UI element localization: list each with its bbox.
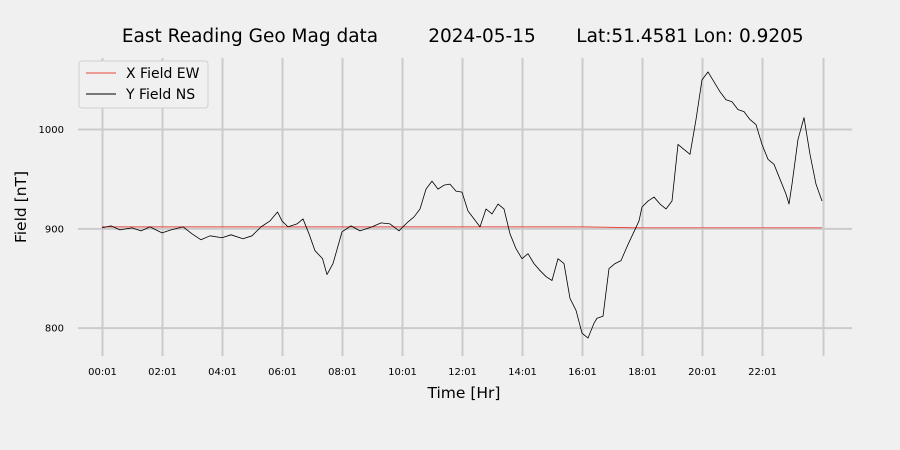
x-field-ew-line <box>102 226 822 229</box>
legend-label-y-field: Y Field NS <box>125 87 195 103</box>
x-tick-label-3: 06:01 <box>268 367 297 378</box>
x-tick-label-2: 04:01 <box>208 367 237 378</box>
x-tick-label-7: 14:01 <box>508 367 537 378</box>
x-tick-label-0: 00:01 <box>88 367 117 378</box>
x-tick-label-9: 18:01 <box>628 367 657 378</box>
y-field-ns-line <box>101 71 823 339</box>
x-axis-label: Time [Hr] <box>427 384 501 402</box>
grid-layer <box>78 58 852 356</box>
x-tick-label-4: 08:01 <box>328 367 357 378</box>
x-tick-label-11: 22:01 <box>748 367 777 378</box>
x-tick-label-6: 12:01 <box>448 367 477 378</box>
tick-label-layer: 00:01 02:01 04:01 06:01 08:01 10:01 12:01 14:01… <box>39 125 777 378</box>
legend: X Field EW Y Field NS <box>78 60 209 109</box>
y-axis-label: Field [nT] <box>12 171 30 243</box>
legend-label-x-field: X Field EW <box>126 66 200 82</box>
y-tick-label-2: 1000 <box>39 125 64 136</box>
x-tick-label-1: 02:01 <box>148 367 177 378</box>
x-tick-label-8: 16:01 <box>568 367 597 378</box>
chart-location: Lat:51.4581 Lon: 0.9205 <box>576 26 803 47</box>
x-tick-label-5: 10:01 <box>388 367 417 378</box>
chart-date: 2024-05-15 <box>428 26 536 47</box>
x-tick-label-10: 20:01 <box>688 367 717 378</box>
series-layer <box>101 71 823 339</box>
y-tick-label-1: 900 <box>45 224 64 235</box>
chart-title: East Reading Geo Mag data <box>122 26 378 47</box>
y-tick-label-0: 800 <box>45 324 64 335</box>
